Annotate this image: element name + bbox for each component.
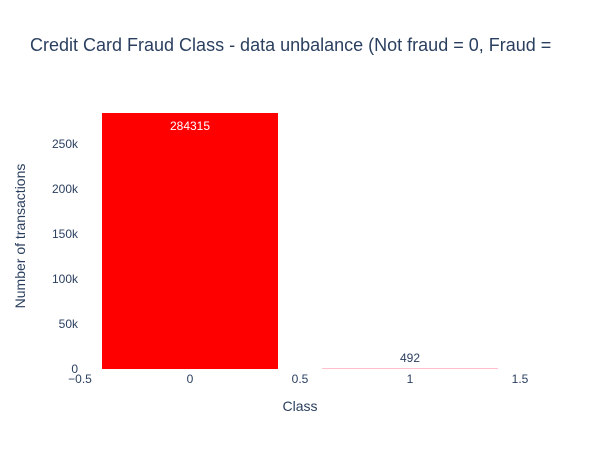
bar-data-label: 492 — [400, 351, 420, 365]
x-axis-ticks: −0.5 0 0.5 1 1.5 — [68, 372, 529, 386]
y-tick-label: 200k — [52, 182, 79, 196]
y-axis-title: Number of transactions — [12, 164, 28, 309]
x-tick-label: 1 — [407, 372, 414, 386]
y-axis-ticks: 0 50k 100k 150k 200k 250k — [52, 137, 79, 376]
y-tick-label: 50k — [59, 317, 79, 331]
x-tick-label: 1.5 — [512, 372, 529, 386]
chart-title: Credit Card Fraud Class - data unbalance… — [30, 35, 551, 55]
x-axis-title: Class — [282, 398, 317, 414]
x-tick-label: 0 — [187, 372, 194, 386]
bar-data-label: 284315 — [170, 119, 210, 133]
y-tick-label: 150k — [52, 227, 79, 241]
x-tick-label: 0.5 — [292, 372, 309, 386]
y-tick-label: 100k — [52, 272, 79, 286]
bar — [322, 368, 498, 369]
x-tick-label: −0.5 — [68, 372, 92, 386]
bars — [102, 113, 498, 369]
y-tick-label: 250k — [52, 137, 79, 151]
y-tick-label: 0 — [71, 362, 78, 376]
bar-data-labels: 284315 492 — [170, 119, 420, 365]
bar — [102, 113, 278, 369]
